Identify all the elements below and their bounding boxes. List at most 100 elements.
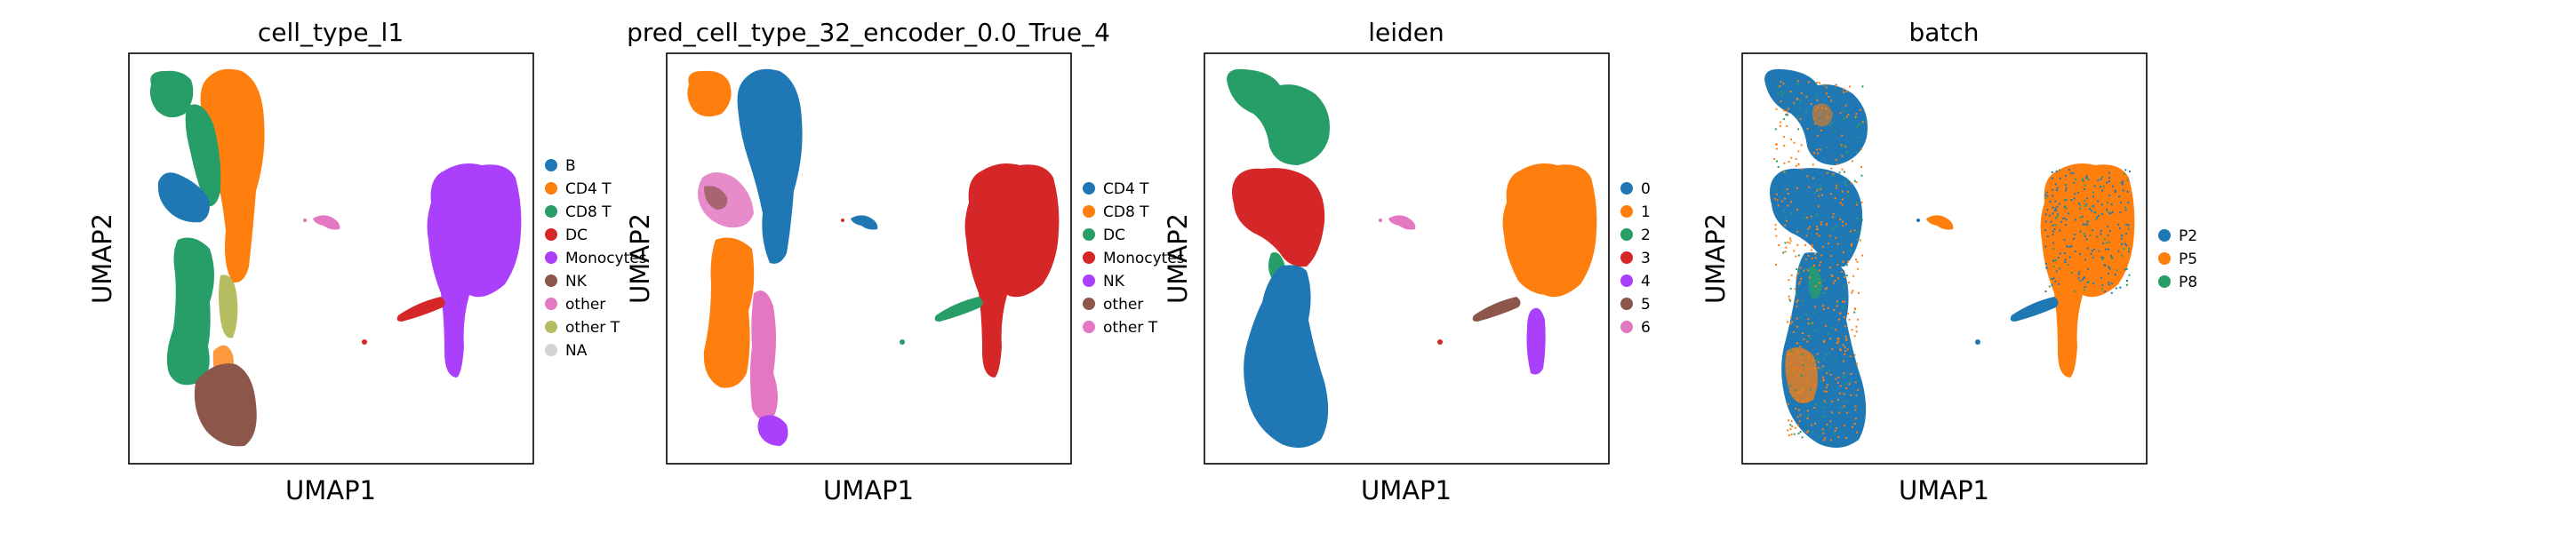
speckle-point [1789,322,1792,325]
speckle-point [1821,245,1824,248]
speckle-point [2049,200,2052,203]
speckle-point [1847,114,1850,116]
speckle-point [2104,265,2107,267]
speckle-point [2117,223,2120,226]
speckle-point [1797,269,1800,272]
speckle-point [1855,151,1858,154]
speckle-point [1814,422,1817,425]
speckle-point [2097,200,2100,203]
cluster-2-top [1227,68,1330,165]
legend-marker [545,321,557,333]
speckle-point [1842,306,1844,309]
speckle-point [1860,166,1863,168]
speckle-point [1822,308,1825,310]
speckle-point [1787,402,1789,405]
speckle-point [1833,131,1836,133]
cluster-5 [1472,297,1521,322]
speckle-point [1855,202,1858,204]
speckle-point [1834,359,1836,362]
speckle-point [1831,348,1834,350]
speckle-point [1828,243,1829,245]
speckle-point [1805,235,1808,237]
speckle-point [1789,237,1791,240]
speckle-point [1779,124,1781,127]
speckle-point [1826,423,1828,426]
legend-marker [1620,205,1633,218]
speckle-point [2127,227,2130,230]
speckle-point [1820,183,1822,186]
speckle-point [1789,427,1792,430]
speckle-point [1800,91,1803,94]
speckle-point [1788,434,1790,437]
speckle-point [2064,252,2067,255]
speckle-point [1856,238,1859,241]
speckle-point [1850,372,1852,375]
speckle-point [1819,117,1821,120]
speckle-point [1834,429,1836,432]
speckle-point [1811,249,1813,251]
legend-marker [545,298,557,310]
speckle-point [2108,281,2110,283]
speckle-point [1841,406,1844,409]
speckle-point [1796,84,1799,85]
speckle-point [2059,229,2061,232]
speckle-point [1807,269,1810,272]
speckle-point [1782,251,1785,254]
speckle-point [1793,368,1796,370]
speckle-point [1861,121,1864,123]
speckle-point [1797,163,1800,165]
speckle-point [1844,298,1846,300]
cluster-cd8t-top [687,70,732,117]
legend-label: B [565,157,576,175]
speckle-point [2055,170,2058,172]
speckle-point [1805,431,1808,434]
speckle-point [2096,235,2099,238]
speckle-point [1805,216,1808,219]
speckle-point [2114,189,2116,192]
speckle-point [1845,274,1848,277]
speckle-point [1836,243,1839,245]
speckle-point [1794,288,1796,290]
speckle-point [1800,277,1802,280]
speckle-point [1776,199,1779,202]
speckle-point [1820,107,1823,109]
legend-marker [1083,321,1095,333]
speckle-point [1806,127,1809,130]
legend-marker [545,274,557,287]
speckle-point [1821,428,1824,431]
legend-label: 2 [1641,227,1651,244]
speckle-point [1783,136,1786,138]
speckle-point [1844,335,1847,338]
cluster-cd4t-upper [737,68,803,264]
speckle-point [1849,85,1851,88]
speckle-point [2065,219,2068,221]
speckle-point [1789,299,1792,302]
speckle-point [1813,407,1816,409]
speckle-point [1814,257,1817,259]
panel-title: batch [1908,18,1979,47]
speckle-point [2119,227,2121,229]
speckle-point [1856,431,1858,434]
speckle-point [1806,378,1809,381]
speckle-point [2085,175,2088,178]
speckle-point [1815,233,1818,235]
speckle-point [2082,223,2084,226]
speckle-point [1815,403,1818,406]
speckle-point [2065,198,2068,201]
speckle-point [1804,259,1807,261]
speckle-point [1845,338,1848,340]
speckle-point [1798,419,1801,422]
cluster-cd8t-lower [166,237,214,386]
speckle-point [2125,244,2128,247]
speckle-point [1843,400,1845,402]
speckle-point [2072,171,2075,174]
speckle-point [1855,325,1858,328]
cluster-dc-dot [900,339,905,345]
speckle-point [1796,301,1798,304]
legend-label: DC [1103,227,1125,244]
speckle-point [2114,191,2116,193]
speckle-point [1837,340,1840,343]
speckle-point [1796,243,1799,246]
speckle-point [2102,185,2105,187]
speckle-point [1836,264,1839,266]
